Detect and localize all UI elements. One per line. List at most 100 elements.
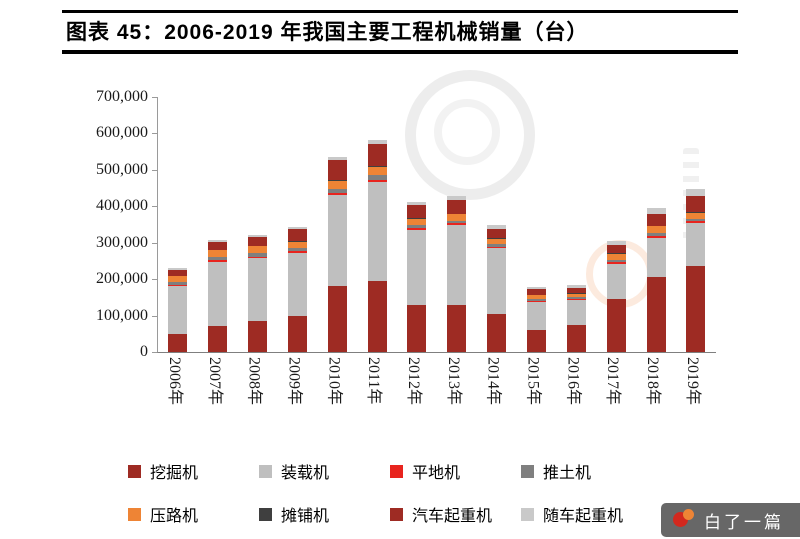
- segment-推土机: [566, 297, 586, 299]
- segment-随车起重机: [447, 196, 467, 200]
- segment-摊铺机: [168, 275, 188, 277]
- segment-汽车起重机: [407, 204, 427, 219]
- plot-area: [157, 97, 716, 353]
- segment-推土机: [606, 259, 626, 262]
- x-axis-labels: 2006年 2007年 2008年 2009年 2010年 2011年 2012年 2013年…: [157, 357, 715, 445]
- bar-2011年: [367, 140, 387, 352]
- segment-汽车起重机: [686, 196, 706, 212]
- legend-item-挖掘机: 挖掘机: [128, 459, 259, 483]
- segment-装载机: [208, 262, 228, 326]
- segment-摊铺机: [686, 211, 706, 213]
- legend-label: 推土机: [543, 465, 592, 482]
- segment-汽车起重机: [208, 241, 228, 250]
- x-axis-label: 2006年: [165, 357, 183, 406]
- segment-挖掘机: [248, 321, 268, 352]
- x-axis-label: 2019年: [683, 357, 701, 406]
- y-axis-tick: [152, 206, 157, 208]
- segment-汽车起重机: [566, 288, 586, 294]
- legend-label: 装载机: [281, 465, 330, 482]
- y-axis-tick: [152, 315, 157, 317]
- segment-随车起重机: [407, 201, 427, 205]
- y-axis-tick-label: 500,000: [96, 160, 148, 178]
- segment-摊铺机: [606, 253, 626, 255]
- legend-swatch: [521, 507, 534, 521]
- segment-摊铺机: [248, 245, 268, 247]
- segment-随车起重机: [606, 240, 626, 246]
- segment-推土机: [208, 256, 228, 261]
- y-axis-tick-label: 700,000: [96, 88, 148, 105]
- y-axis-tick: [152, 97, 157, 98]
- segment-推土机: [686, 218, 706, 221]
- segment-汽车起重机: [367, 143, 387, 167]
- bar-2012年: [407, 201, 427, 352]
- x-axis-label: 2015年: [524, 357, 542, 406]
- segment-汽车起重机: [646, 213, 666, 226]
- segment-压路机: [646, 226, 666, 233]
- segment-压路机: [287, 241, 307, 249]
- segment-压路机: [327, 180, 347, 189]
- y-axis-tick-label: 100,000: [96, 306, 148, 324]
- segment-摊铺机: [447, 213, 467, 215]
- segment-压路机: [447, 214, 467, 221]
- y-axis-tick: [152, 352, 157, 353]
- segment-挖掘机: [527, 330, 547, 352]
- segment-压路机: [248, 246, 268, 253]
- segment-平地机: [327, 193, 347, 196]
- segment-摊铺机: [208, 249, 228, 251]
- segment-装载机: [367, 181, 387, 281]
- segment-挖掘机: [208, 325, 228, 352]
- x-axis-label: 2014年: [484, 357, 502, 406]
- segment-挖掘机: [487, 313, 507, 352]
- bar-2006年: [168, 268, 188, 352]
- y-axis-tick-label: 300,000: [96, 233, 148, 251]
- segment-推土机: [287, 248, 307, 252]
- segment-装载机: [686, 222, 706, 267]
- segment-汽车起重机: [447, 199, 467, 214]
- segment-推土机: [447, 220, 467, 224]
- legend-item-压路机: 压路机: [128, 502, 259, 526]
- corner-watermark-badge: 白了一篇: [661, 503, 800, 537]
- watermark-ring: [405, 70, 535, 200]
- badge-logo-icon: [673, 509, 695, 531]
- legend-label: 摊铺机: [281, 508, 330, 525]
- segment-随车起重机: [686, 188, 706, 197]
- segment-装载机: [407, 229, 427, 305]
- bar-2008年: [248, 234, 268, 352]
- segment-平地机: [287, 251, 307, 253]
- segment-挖掘机: [367, 280, 387, 352]
- badge-text: 白了一篇: [704, 512, 784, 532]
- bar-2007年: [208, 239, 228, 352]
- segment-挖掘机: [606, 299, 626, 352]
- segment-推土机: [487, 244, 507, 247]
- segment-压路机: [487, 238, 507, 245]
- bar-2010年: [327, 156, 347, 352]
- bar-2018年: [646, 208, 666, 352]
- x-axis-label: 2017年: [604, 357, 622, 406]
- segment-摊铺机: [327, 179, 347, 181]
- segment-装载机: [447, 225, 467, 306]
- y-axis-tick-label: 600,000: [96, 124, 148, 142]
- segment-随车起重机: [367, 140, 387, 144]
- legend-label: 挖掘机: [150, 465, 199, 482]
- segment-挖掘机: [646, 277, 666, 352]
- segment-推土机: [248, 252, 268, 257]
- y-axis-tick: [152, 133, 157, 135]
- segment-平地机: [566, 298, 586, 300]
- segment-平地机: [208, 260, 228, 263]
- segment-平地机: [367, 179, 387, 182]
- legend-item-随车起重机: 随车起重机: [521, 502, 652, 526]
- x-axis-label: 2009年: [285, 357, 303, 406]
- segment-装载机: [606, 263, 626, 300]
- segment-摊铺机: [287, 240, 307, 242]
- segment-随车起重机: [248, 234, 268, 237]
- x-axis-label: 2008年: [245, 357, 263, 406]
- segment-平地机: [686, 220, 706, 223]
- segment-汽车起重机: [168, 270, 188, 276]
- segment-平地机: [248, 256, 268, 259]
- segment-推土机: [646, 232, 666, 236]
- y-axis-tick-label: 400,000: [96, 197, 148, 215]
- segment-挖掘机: [566, 325, 586, 352]
- legend-swatch: [128, 464, 141, 478]
- segment-平地机: [168, 284, 188, 287]
